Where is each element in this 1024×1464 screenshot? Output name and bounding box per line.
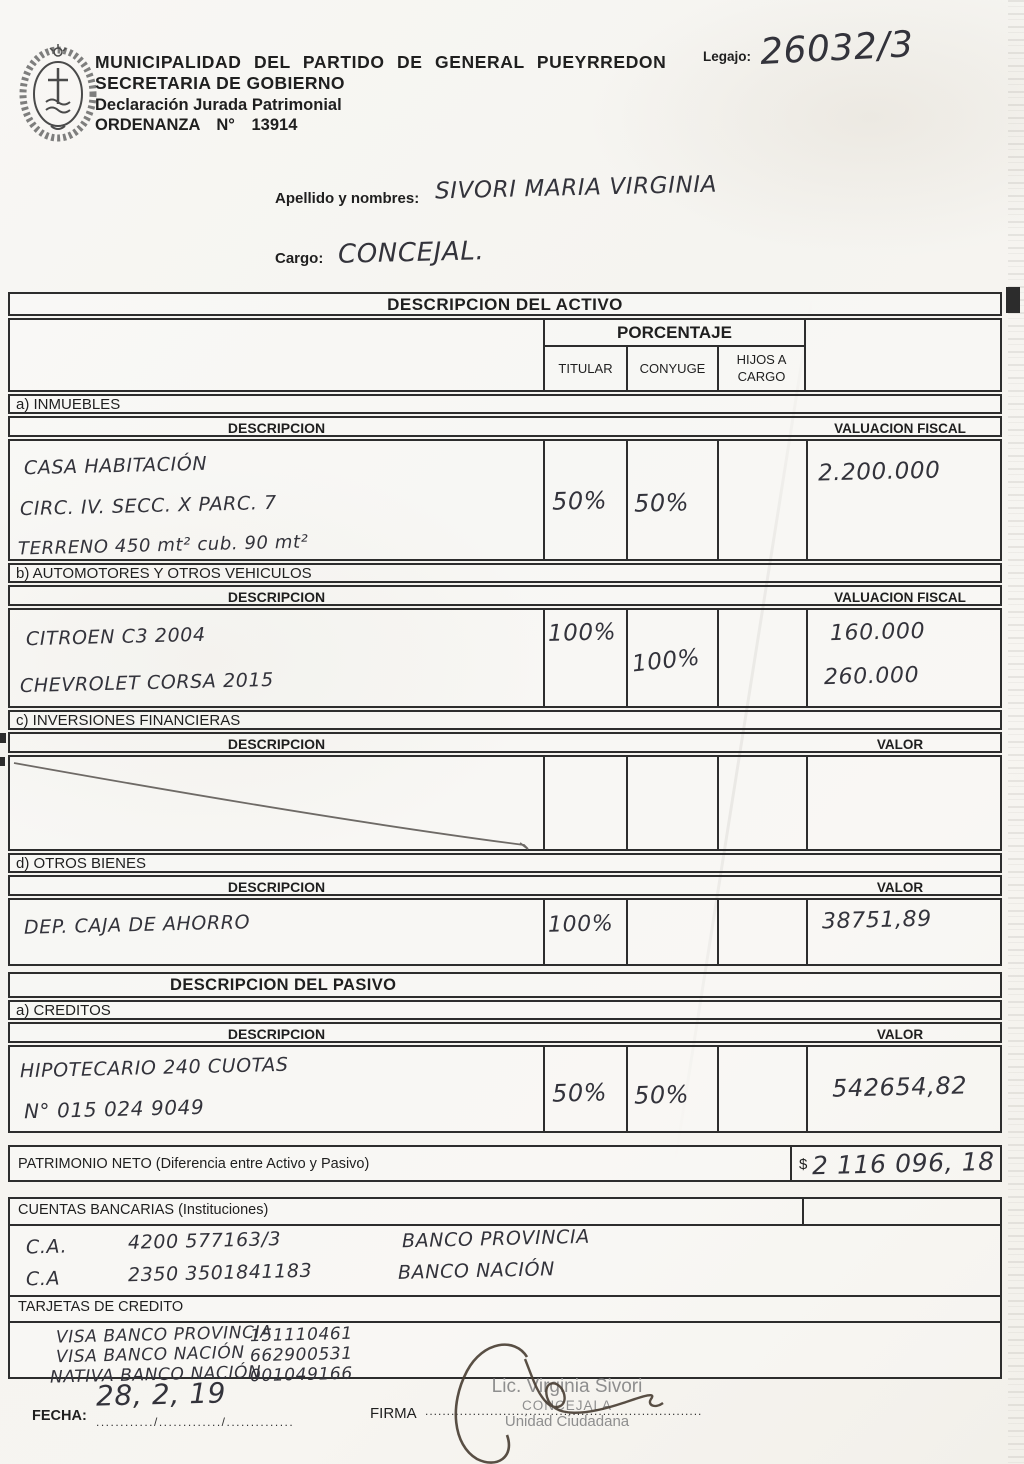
automotores-col-headers: DESCRIPCION VALUACION FISCAL xyxy=(8,585,1002,606)
inmuebles-titular-pct: 50% xyxy=(551,486,608,516)
descripcion-header: DESCRIPCION xyxy=(227,1026,326,1042)
cuenta-tipo: C.A. xyxy=(25,1235,68,1259)
cuenta-banco: BANCO NACIÓN xyxy=(397,1258,556,1284)
fecha-dotted-line: ............/............./.............… xyxy=(96,1415,295,1429)
activo-title: DESCRIPCION DEL ACTIVO xyxy=(8,292,1002,316)
col-titular: TITULAR xyxy=(543,347,626,390)
fecha-value-handwritten: 28, 2, 19 xyxy=(95,1376,227,1413)
valor-header: VALOR xyxy=(876,737,924,752)
name-value-handwritten: SIVORI MARIA VIRGINIA xyxy=(434,171,718,205)
valuacion-fiscal-header: VALUACION FISCAL xyxy=(834,590,966,605)
creditos-titular-pct: 50% xyxy=(551,1078,608,1108)
tarjeta-numero: 662900531 xyxy=(249,1343,353,1367)
section-inmuebles-label: a) INMUEBLES xyxy=(8,394,1002,414)
otros-valor: 38751,89 xyxy=(821,906,933,935)
firma-label: FIRMA xyxy=(370,1405,417,1422)
inmuebles-data-row: CASA HABITACIÓN CIRC. IV. SECC. X PARC. … xyxy=(8,439,1002,561)
auto1-desc: CITROEN C3 2004 xyxy=(25,623,206,651)
descripcion-header: DESCRIPCION xyxy=(227,589,326,605)
creditos-desc-line1: HIPOTECARIO 240 CUOTAS xyxy=(19,1053,289,1083)
percent-header-block: PORCENTAJE TITULAR CONYUGE HIJOS A CARGO xyxy=(8,318,1002,392)
patrimonio-neto-row: PATRIMONIO NETO (Diferencia entre Activo… xyxy=(8,1145,1002,1182)
creditos-valor: 542654,82 xyxy=(831,1071,968,1103)
scan-artifact xyxy=(0,757,5,766)
inmuebles-conyuge-pct: 50% xyxy=(633,488,690,518)
signature xyxy=(454,1343,664,1464)
scan-noise xyxy=(1008,0,1024,1464)
porcentaje-header: PORCENTAJE xyxy=(543,320,806,347)
inmuebles-col-headers: DESCRIPCION VALUACION FISCAL xyxy=(8,416,1002,437)
municipal-coat-of-arms-icon xyxy=(18,42,98,142)
patrimonio-value-cell: $ 2 116 096, 18 xyxy=(790,1147,1000,1180)
cuentas-label: CUENTAS BANCARIAS (Instituciones) xyxy=(18,1202,269,1218)
valuacion-fiscal-header: VALUACION FISCAL xyxy=(834,421,966,436)
org-dept: SECRETARIA DE GOBIERNO xyxy=(95,73,345,94)
empty-right-cell xyxy=(802,1197,1002,1226)
org-name: MUNICIPALIDAD DEL PARTIDO DE GENERAL PUE… xyxy=(95,52,667,72)
tarjeta-numero: 001049166 xyxy=(249,1363,353,1387)
otros-desc: DEP. CAJA DE AHORRO xyxy=(23,911,251,939)
cargo-label: Cargo: xyxy=(275,250,324,267)
cuenta-numero: 2350 3501841183 xyxy=(127,1259,313,1287)
name-label: Apellido y nombres: xyxy=(275,190,420,207)
descripcion-header: DESCRIPCION xyxy=(227,736,326,752)
creditos-data-row: HIPOTECARIO 240 CUOTAS N° 015 024 9049 5… xyxy=(8,1045,1002,1133)
otros-titular-pct: 100% xyxy=(547,911,614,938)
strike-through-line xyxy=(13,762,529,850)
stamp-party: Unidad Ciudadana xyxy=(504,1413,630,1431)
inmuebles-desc-line3: TERRENO 450 mt² cub. 90 mt² xyxy=(17,531,309,560)
bank-section: CUENTAS BANCARIAS (Instituciones) C.A. 4… xyxy=(8,1197,1002,1388)
cuentas-bancarias-header: CUENTAS BANCARIAS (Instituciones) xyxy=(10,1197,1002,1226)
ordenanza-number: ORDENANZA N° 13914 xyxy=(95,115,298,134)
stamp-name: Lic. Virginia Sivori xyxy=(491,1376,643,1397)
patrimonio-value-handwritten: 2 116 096, 18 xyxy=(811,1146,996,1181)
tarjeta-numero: 151110461 xyxy=(249,1323,353,1347)
cargo-value-handwritten: CONCEJAL. xyxy=(337,236,485,270)
inmuebles-desc-line2: CIRC. IV. SECC. X PARC. 7 xyxy=(19,491,278,521)
letterhead: MUNICIPALIDAD DEL PARTIDO DE GENERAL PUE… xyxy=(95,52,666,135)
tarjetas-header: TARJETAS DE CREDITO xyxy=(10,1295,1000,1323)
section-automotores-label: b) AUTOMOTORES Y OTROS VEHICULOS xyxy=(8,563,1002,583)
scan-artifact xyxy=(1006,287,1020,313)
col-conyuge: CONYUGE xyxy=(626,347,717,390)
inversiones-data-row xyxy=(8,755,1002,851)
legajo-label: Legajo: xyxy=(703,49,752,64)
auto2-valor: 260.000 xyxy=(823,662,920,691)
col-hijos-a-cargo: HIJOS A CARGO xyxy=(717,347,806,390)
section-creditos-label: a) CREDITOS xyxy=(8,1000,1002,1020)
patrimonio-label: PATRIMONIO NETO (Diferencia entre Activo… xyxy=(18,1156,370,1172)
cuenta-banco: BANCO PROVINCIA xyxy=(401,1225,591,1253)
creditos-desc-line2: N° 015 024 9049 xyxy=(23,1094,205,1124)
descripcion-header: DESCRIPCION xyxy=(227,420,326,436)
inmuebles-valor: 2.200.000 xyxy=(817,457,941,487)
legajo-value-handwritten: 26032/3 xyxy=(759,24,915,73)
creditos-conyuge-pct: 50% xyxy=(633,1080,690,1110)
valor-header: VALOR xyxy=(876,1027,924,1042)
automotores-data-row: CITROEN C3 2004 CHEVROLET CORSA 2015 100… xyxy=(8,608,1002,708)
patrimonial-table: DESCRIPCION DEL ACTIVO PORCENTAJE TITULA… xyxy=(8,292,1002,1388)
inversiones-col-headers: DESCRIPCION VALOR xyxy=(8,732,1002,753)
creditos-col-headers: DESCRIPCION VALOR xyxy=(8,1022,1002,1043)
auto1-titular-pct: 100% xyxy=(547,619,617,647)
descripcion-header: DESCRIPCION xyxy=(227,879,326,895)
pasivo-title: DESCRIPCION DEL PASIVO xyxy=(8,972,1002,998)
doc-title: Declaración Jurada Patrimonial xyxy=(95,95,342,114)
inmuebles-desc-line1: CASA HABITACIÓN xyxy=(23,452,208,480)
tarjetas-label: TARJETAS DE CREDITO xyxy=(18,1299,184,1315)
auto1-valor: 160.000 xyxy=(829,618,926,647)
cuenta-tipo: C.A xyxy=(25,1267,61,1291)
auto2-conyuge-pct: 100% xyxy=(630,644,702,678)
fecha-label: FECHA: xyxy=(32,1408,87,1424)
cuentas-rows: C.A. 4200 577163/3 BANCO PROVINCIA C.A 2… xyxy=(10,1226,1000,1295)
auto2-desc: CHEVROLET CORSA 2015 xyxy=(19,668,275,698)
valor-header: VALOR xyxy=(876,880,924,895)
currency-sign: $ xyxy=(799,1156,808,1173)
otros-data-row: DEP. CAJA DE AHORRO 100% 38751,89 xyxy=(8,898,1002,966)
otros-col-headers: DESCRIPCION VALOR xyxy=(8,875,1002,896)
section-inversiones-label: c) INVERSIONES FINANCIERAS xyxy=(8,710,1002,730)
cuenta-numero: 4200 577163/3 xyxy=(127,1228,282,1254)
scan-artifact xyxy=(0,733,6,743)
section-otros-label: d) OTROS BIENES xyxy=(8,853,1002,873)
